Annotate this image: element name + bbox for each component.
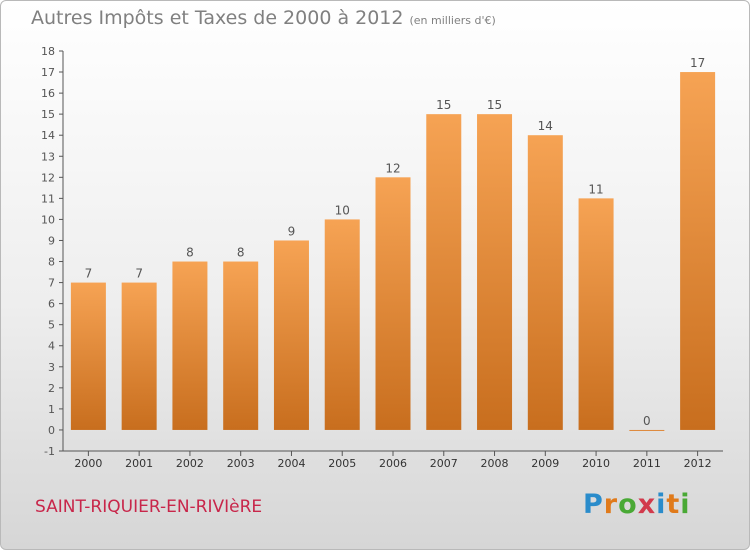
data-label-2009: 14 <box>538 119 553 133</box>
logo-letter: P <box>583 489 604 520</box>
y-tick-label: 15 <box>41 108 55 121</box>
bar-2001 <box>121 282 157 430</box>
data-label-2012: 17 <box>690 56 705 70</box>
x-tick-label: 2010 <box>582 457 610 470</box>
y-tick-label: 5 <box>48 319 55 332</box>
data-label-2001: 7 <box>135 267 143 281</box>
y-tick-label: 4 <box>48 340 55 353</box>
x-tick-label: 2000 <box>74 457 102 470</box>
y-tick-label: 8 <box>48 256 55 269</box>
y-tick-label: 10 <box>41 213 55 226</box>
y-tick-label: 18 <box>41 45 55 58</box>
logo-letter: o <box>618 489 638 520</box>
chart-bars <box>70 72 716 431</box>
y-tick-label: -1 <box>44 445 55 458</box>
data-label-2011: 0 <box>643 414 651 428</box>
x-tick-label: 2012 <box>684 457 712 470</box>
bar-2003 <box>223 261 259 430</box>
logo-letter: x <box>637 489 657 520</box>
bar-2010 <box>578 198 614 430</box>
logo-letter: i <box>656 489 667 520</box>
y-tick-label: 7 <box>48 277 55 290</box>
commune-name: SAINT-RIQUIER-EN-RIVIèRE <box>35 497 263 517</box>
y-tick-label: 6 <box>48 298 55 311</box>
y-tick-label: 0 <box>48 424 55 437</box>
x-tick-label: 2001 <box>125 457 153 470</box>
data-label-2002: 8 <box>186 246 194 260</box>
data-label-2008: 15 <box>487 98 502 112</box>
data-label-2000: 7 <box>85 267 93 281</box>
x-tick-label: 2002 <box>176 457 204 470</box>
y-tick-label: 9 <box>48 234 55 247</box>
x-tick-label: 2009 <box>531 457 559 470</box>
logo-letter: r <box>603 489 619 520</box>
y-tick-label: 1 <box>48 403 55 416</box>
bar-2007 <box>426 114 462 430</box>
bar-2000 <box>70 282 106 430</box>
x-tick-label: 2004 <box>277 457 305 470</box>
y-tick-label: 14 <box>41 129 55 142</box>
bar-2011 <box>629 429 665 431</box>
y-tick-label: 16 <box>41 87 55 100</box>
x-tick-label: 2008 <box>481 457 509 470</box>
chart-data-labels: 7 7 8 8 9 10 12 15 15 14 11 0 17 <box>85 56 706 428</box>
bar-2004 <box>273 240 309 430</box>
data-label-2010: 11 <box>588 182 603 196</box>
logo-letter: i <box>680 489 691 520</box>
y-tick-label: 2 <box>48 382 55 395</box>
bar-2008 <box>477 114 513 430</box>
data-label-2006: 12 <box>385 161 400 175</box>
x-tick-label: 2011 <box>633 457 661 470</box>
x-tick-label: 2007 <box>430 457 458 470</box>
data-label-2007: 15 <box>436 98 451 112</box>
data-label-2005: 10 <box>335 203 350 217</box>
logo-letter: t <box>666 489 681 520</box>
y-tick-label: 11 <box>41 192 55 205</box>
data-label-2004: 9 <box>288 224 296 238</box>
bar-2012 <box>680 72 716 430</box>
chart-title-text: Autres Impôts et Taxes de 2000 à 2012 <box>31 7 404 29</box>
data-label-2003: 8 <box>237 246 245 260</box>
x-tick-label: 2003 <box>227 457 255 470</box>
bar-2006 <box>375 177 411 430</box>
bar-2005 <box>324 219 360 430</box>
proxiti-logo: Proxiti <box>583 489 691 520</box>
x-tick-label: 2005 <box>328 457 356 470</box>
chart-subtitle: (en milliers d'€) <box>409 14 496 27</box>
y-tick-label: 17 <box>41 66 55 79</box>
y-tick-label: 12 <box>41 171 55 184</box>
x-tick-label: 2006 <box>379 457 407 470</box>
chart-title: Autres Impôts et Taxes de 2000 à 2012 (en… <box>31 7 496 29</box>
y-tick-label: 3 <box>48 361 55 374</box>
bar-2002 <box>172 261 208 430</box>
bar-2009 <box>527 135 563 430</box>
y-tick-label: 13 <box>41 150 55 163</box>
